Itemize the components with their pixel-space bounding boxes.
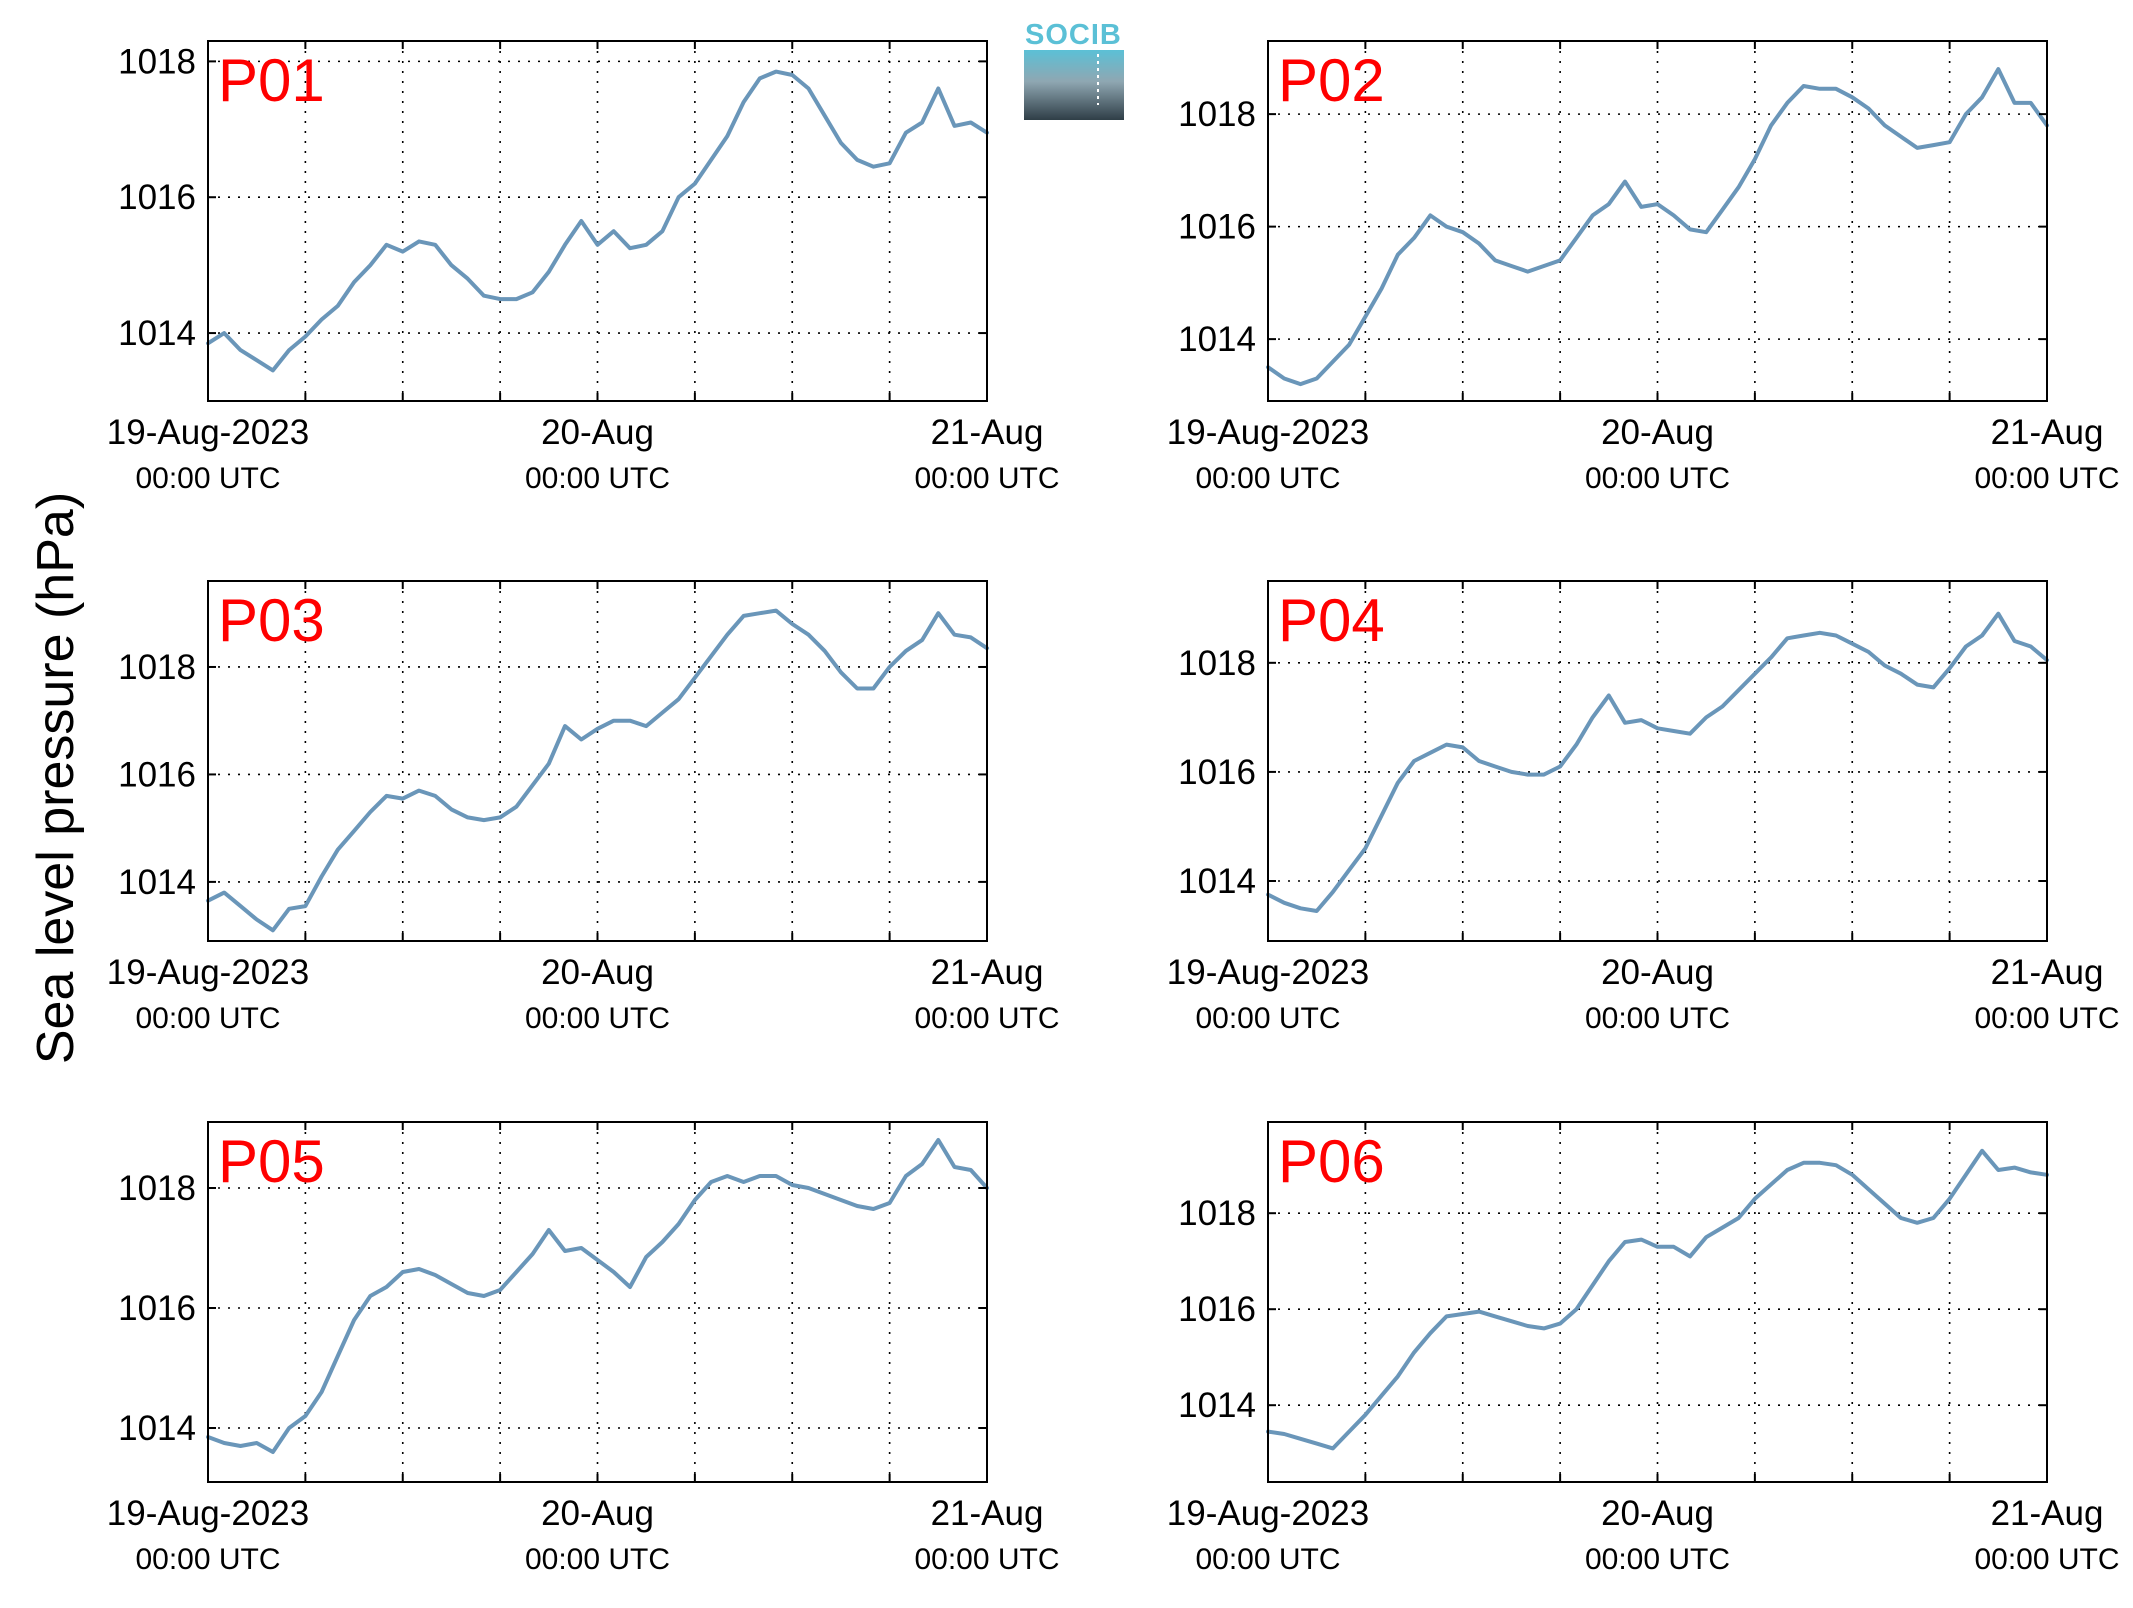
- x-tick-label-time: 00:00 UTC: [1585, 1002, 1730, 1035]
- x-tick-label-time: 00:00 UTC: [135, 1002, 280, 1035]
- y-tick-label: 1018: [1178, 1194, 1256, 1233]
- y-tick-label: 1014: [1178, 862, 1256, 901]
- chart-panel-p02: 1014 1016 1018 19-Aug-2023 00:00 UTC 20-Aug 00…: [1167, 40, 2120, 495]
- series-line-p02: [1266, 67, 2049, 387]
- panel-title: P03: [218, 587, 325, 654]
- y-tick-label: 1014: [118, 863, 196, 902]
- panel-title: P05: [218, 1128, 325, 1195]
- x-tick-label-time: 00:00 UTC: [914, 1002, 1059, 1035]
- x-tick-label-time: 00:00 UTC: [525, 1002, 670, 1035]
- x-tick-label-time: 00:00 UTC: [1974, 1002, 2119, 1035]
- x-tick-label-date: 20-Aug: [1601, 1494, 1714, 1533]
- x-tick-label-date: 20-Aug: [541, 1494, 654, 1533]
- y-tick-label: 1016: [118, 178, 196, 217]
- y-tick-label: 1016: [1178, 753, 1256, 792]
- x-tick-label-time: 00:00 UTC: [1195, 1002, 1340, 1035]
- x-tick-label-date: 19-Aug-2023: [1167, 953, 1369, 992]
- x-tick-label-date: 19-Aug-2023: [1167, 413, 1369, 452]
- y-tick-label: 1016: [1178, 208, 1256, 247]
- x-tick-label-date: 21-Aug: [931, 1494, 1044, 1533]
- x-tick-label-date: 21-Aug: [1991, 1494, 2104, 1533]
- socib-logo: SOCIB: [1024, 19, 1124, 120]
- x-tick-label-time: 00:00 UTC: [914, 1543, 1059, 1576]
- y-tick-label: 1016: [118, 755, 196, 794]
- logo-mark: [1024, 50, 1124, 120]
- y-tick-label: 1016: [118, 1289, 196, 1328]
- logo-text: SOCIB: [1025, 19, 1122, 51]
- x-tick-label-time: 00:00 UTC: [1195, 1543, 1340, 1576]
- chart-panel-p01: 1014 1016 1018 19-Aug-2023 00:00 UTC 20-Aug 00…: [107, 40, 1060, 495]
- x-tick-label-time: 00:00 UTC: [1974, 462, 2119, 495]
- x-tick-label-time: 00:00 UTC: [1195, 462, 1340, 495]
- y-tick-label: 1016: [1178, 1290, 1256, 1329]
- x-tick-label-time: 00:00 UTC: [1585, 462, 1730, 495]
- x-tick-label-date: 19-Aug-2023: [107, 413, 309, 452]
- x-tick-label-date: 21-Aug: [931, 953, 1044, 992]
- panel-title: P04: [1278, 587, 1385, 654]
- chart-panel-p03: 1014 1016 1018 19-Aug-2023 00:00 UTC 20-Aug 00…: [107, 580, 1060, 1035]
- x-tick-label-time: 00:00 UTC: [1585, 1543, 1730, 1576]
- series-line-p04: [1266, 611, 2049, 913]
- x-tick-label-time: 00:00 UTC: [525, 462, 670, 495]
- y-tick-label: 1018: [118, 1169, 196, 1208]
- panel-title: P02: [1278, 47, 1385, 114]
- chart-panel-p04: 1014 1016 1018 19-Aug-2023 00:00 UTC 20-Aug 00…: [1167, 580, 2120, 1035]
- x-tick-label-date: 20-Aug: [541, 413, 654, 452]
- x-tick-label-time: 00:00 UTC: [135, 462, 280, 495]
- series-line-p03: [206, 608, 989, 933]
- x-tick-label-date: 21-Aug: [1991, 413, 2104, 452]
- x-tick-label-time: 00:00 UTC: [914, 462, 1059, 495]
- panel-title: P06: [1278, 1128, 1385, 1195]
- x-tick-label-time: 00:00 UTC: [525, 1543, 670, 1576]
- x-tick-label-time: 00:00 UTC: [135, 1543, 280, 1576]
- y-tick-label: 1014: [118, 314, 196, 353]
- y-tick-label: 1014: [1178, 320, 1256, 359]
- panels: 1014 1016 1018 19-Aug-2023 00:00 UTC 20-Aug 00…: [107, 40, 2120, 1576]
- x-tick-label-date: 20-Aug: [1601, 953, 1714, 992]
- y-tick-label: 1014: [118, 1409, 196, 1448]
- x-tick-label-date: 19-Aug-2023: [107, 1494, 309, 1533]
- chart-panel-p05: 1014 1016 1018 19-Aug-2023 00:00 UTC 20-Aug 00…: [107, 1121, 1060, 1576]
- x-tick-label-date: 21-Aug: [1991, 953, 2104, 992]
- x-tick-label-date: 20-Aug: [1601, 413, 1714, 452]
- x-tick-label-date: 19-Aug-2023: [1167, 1494, 1369, 1533]
- x-tick-label-date: 20-Aug: [541, 953, 654, 992]
- y-tick-label: 1018: [1178, 644, 1256, 683]
- y-tick-label: 1018: [118, 648, 196, 687]
- series-line-p06: [1266, 1148, 2049, 1451]
- chart-panel-p06: 1014 1016 1018 19-Aug-2023 00:00 UTC 20-Aug 00…: [1167, 1121, 2120, 1576]
- series-line-p05: [206, 1138, 989, 1454]
- x-tick-label-time: 00:00 UTC: [1974, 1543, 2119, 1576]
- x-tick-label-date: 19-Aug-2023: [107, 953, 309, 992]
- y-axis-label: Sea level pressure (hPa): [27, 492, 85, 1064]
- y-tick-label: 1018: [118, 42, 196, 81]
- panel-title: P01: [218, 47, 325, 114]
- series-line-p01: [206, 69, 989, 373]
- x-tick-label-date: 21-Aug: [931, 413, 1044, 452]
- y-tick-label: 1014: [1178, 1386, 1256, 1425]
- y-tick-label: 1018: [1178, 95, 1256, 134]
